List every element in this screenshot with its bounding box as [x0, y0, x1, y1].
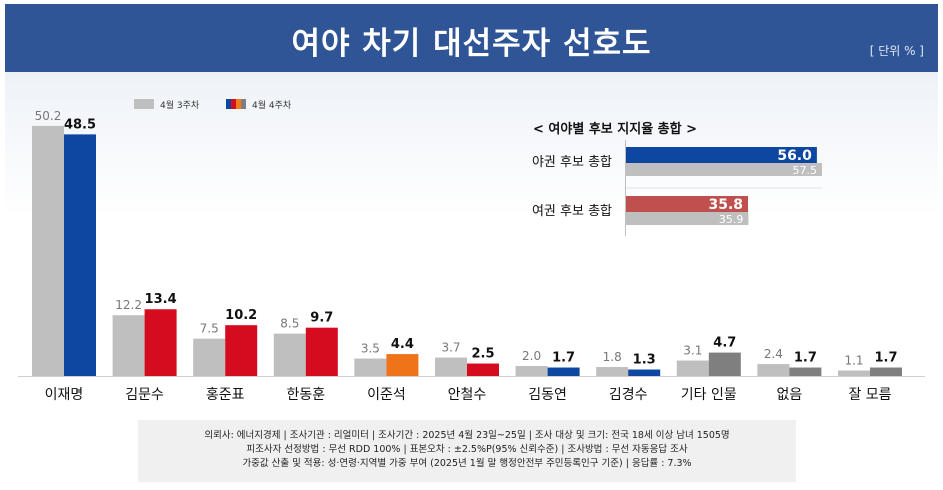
value-label-prev: 1.1: [844, 354, 863, 368]
bar-prev-week: [757, 364, 790, 376]
category-label: 김경수: [609, 387, 648, 403]
value-label-current: 48.5: [64, 117, 96, 132]
category-label: 이준석: [367, 387, 406, 403]
value-label-current: 1.7: [874, 351, 897, 366]
bar-prev-week: [676, 360, 709, 376]
value-label-prev: 2.0: [522, 349, 541, 363]
inset-category-label: 여권 후보 총합: [532, 204, 612, 219]
bar-current-week: [547, 367, 580, 376]
legend-label-prev: 4월 3주차: [160, 101, 200, 111]
bar-current-week: [789, 367, 822, 376]
category-label: 없음: [777, 387, 803, 403]
bar-prev-week: [354, 358, 387, 376]
bar-current-week: [225, 325, 258, 376]
bar-prev-week: [273, 333, 306, 376]
value-label-prev: 12.2: [115, 298, 142, 312]
value-label-prev: 1.8: [603, 350, 622, 364]
bar-prev-week: [515, 366, 548, 376]
bar-current-week: [305, 327, 338, 376]
inset-bar-current: [626, 147, 817, 163]
legend-swatch-prev: [134, 99, 154, 109]
value-label-prev: 8.5: [280, 317, 299, 331]
inset-bar-prev: [626, 163, 822, 176]
category-label: 한동훈: [286, 387, 325, 403]
inset-value-prev: 35.9: [719, 213, 744, 226]
value-label-current: 1.3: [633, 353, 656, 368]
value-label-current: 1.7: [552, 351, 575, 366]
value-label-prev: 3.1: [683, 344, 702, 358]
legend-label-curr: 4월 4주차: [252, 101, 292, 111]
inset-category-label: 야권 후보 총합: [532, 155, 612, 170]
bar-current-week: [628, 369, 661, 376]
value-label-current: 4.7: [713, 336, 736, 351]
category-label: 김동연: [528, 387, 567, 403]
bar-prev-week: [435, 357, 467, 376]
category-label: 안철수: [448, 387, 487, 403]
value-label-current: 1.7: [794, 351, 817, 366]
inset-value-current: 56.0: [777, 148, 812, 164]
value-label-prev: 3.7: [441, 341, 460, 355]
value-label-current: 4.4: [391, 337, 414, 352]
inset-bar-current: [626, 196, 749, 212]
bar-current-week: [708, 352, 741, 376]
category-label: 김문수: [125, 387, 164, 403]
bar-prev-week: [112, 315, 145, 376]
inset-value-current: 35.8: [708, 197, 743, 213]
value-label-current: 2.5: [471, 347, 494, 362]
bar-prev-week: [32, 125, 64, 377]
value-label-current: 10.2: [225, 308, 257, 323]
bar-current-week: [870, 367, 902, 376]
footnote-line: 의뢰사: 에너지경제 | 조사기관 : 리얼미터 | 조사기간 : 2025년 …: [204, 430, 730, 441]
value-label-prev: 3.5: [361, 342, 380, 356]
footnote-line: 가중값 산출 및 적용: 성·연령·지역별 가중 부여 (2025년 1월 말 …: [242, 458, 692, 469]
bar-current-week: [64, 134, 96, 376]
value-label-current: 9.7: [310, 311, 333, 326]
inset-bar-prev: [626, 212, 749, 225]
category-label: 잘 모름: [848, 387, 891, 403]
value-label-prev: 2.4: [764, 347, 783, 361]
chart-background: [5, 72, 938, 486]
header-banner: 여야 차기 대선주자 선호도 [ 단위 % ]: [5, 4, 938, 72]
page-title: 여야 차기 대선주자 선호도: [291, 26, 652, 62]
inset-title: < 여야별 후보 지지율 총합 >: [533, 122, 698, 137]
value-label-prev: 7.5: [200, 322, 219, 336]
category-label: 이재명: [45, 387, 84, 403]
category-label: 홍준표: [206, 387, 245, 403]
footnote-line: 피조사자 선정방법 : 무선 RDD 100% | 표본오차 : ±2.5%P(…: [246, 444, 688, 455]
bar-prev-week: [193, 338, 226, 376]
unit-label: [ 단위 % ]: [869, 44, 924, 58]
bar-current-week: [386, 354, 419, 376]
inset-value-prev: 57.5: [793, 164, 818, 177]
bar-current-week: [467, 363, 499, 376]
value-label-current: 13.4: [145, 292, 177, 307]
bar-prev-week: [596, 367, 629, 376]
bar-prev-week: [838, 370, 870, 376]
value-label-prev: 50.2: [35, 109, 62, 123]
legend-swatch-curr: [226, 99, 246, 109]
survey-footnote: 의뢰사: 에너지경제 | 조사기관 : 리얼미터 | 조사기간 : 2025년 …: [138, 420, 796, 482]
bar-current-week: [144, 309, 177, 376]
category-label: 기타 인물: [681, 387, 737, 403]
